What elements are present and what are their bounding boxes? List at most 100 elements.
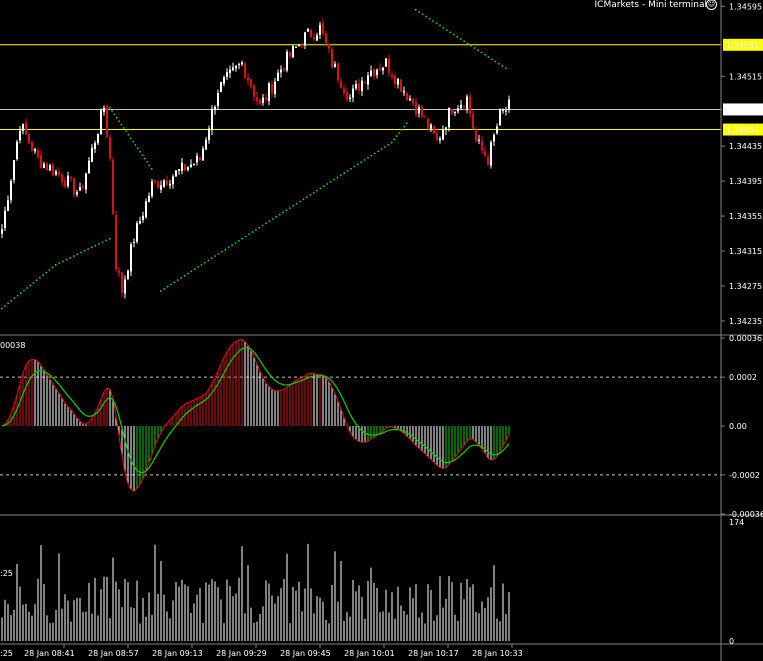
price-pane	[0, 8, 721, 310]
trend-dot	[491, 58, 493, 61]
candle-body	[499, 109, 501, 126]
candle-body	[154, 180, 156, 182]
candle-body	[355, 83, 357, 89]
candle-body	[361, 80, 363, 91]
candle-body	[94, 143, 96, 149]
trend-dot	[333, 178, 335, 181]
candle-body	[274, 81, 276, 95]
candle-body	[397, 78, 399, 85]
trend-dot	[180, 277, 182, 279]
candle-body	[112, 160, 114, 215]
trend-dot	[494, 60, 497, 63]
trend-dot	[35, 279, 38, 282]
candle-body	[403, 90, 405, 93]
time-tick-label: 28 Jan 10:01	[344, 649, 395, 658]
candle-body	[466, 96, 468, 109]
candle-body	[193, 163, 195, 165]
candle-body	[220, 81, 222, 92]
candle-body	[277, 72, 279, 81]
volume-tick-label: 174	[729, 518, 744, 527]
candle-body	[412, 98, 414, 104]
candle-body	[142, 215, 144, 220]
trend-dot	[391, 141, 393, 144]
candle-body	[262, 97, 264, 103]
level-price-label: 1.34551	[726, 41, 759, 50]
candle-body	[175, 170, 177, 177]
candle-body	[103, 107, 105, 112]
candle-body	[439, 138, 441, 141]
candle-body	[85, 173, 87, 190]
trend-dot	[141, 154, 144, 156]
trend-dot	[45, 271, 47, 274]
trend-dot	[299, 200, 301, 203]
candle-body	[289, 52, 291, 57]
candle-body	[421, 106, 423, 117]
candle-body	[91, 147, 93, 162]
candle-body	[223, 77, 225, 84]
candle-body	[280, 69, 282, 73]
candle-body	[283, 67, 285, 70]
candle-body	[19, 130, 21, 141]
trend-dot	[501, 65, 504, 67]
candle-body	[265, 97, 267, 100]
candle-body	[259, 99, 261, 104]
volume-tick-label: 0	[729, 637, 734, 646]
price-tick-label: 1.34395	[729, 177, 762, 186]
trend-dot	[20, 292, 22, 294]
trend-dot	[406, 122, 408, 125]
trend-dot	[329, 181, 332, 183]
candle-body	[121, 272, 123, 293]
volume-pane	[1, 543, 510, 641]
candle-body	[253, 85, 255, 97]
trend-dot	[120, 123, 123, 126]
candle-body	[502, 109, 504, 111]
trend-dot	[268, 220, 271, 222]
candle-body	[250, 79, 252, 88]
candle-body	[13, 160, 15, 181]
candle-body	[451, 108, 453, 114]
trend-dot	[336, 176, 339, 179]
trend-dot	[384, 146, 386, 148]
candle-body	[145, 201, 147, 217]
macd-main-line	[1, 338, 510, 492]
trend-dot	[221, 251, 223, 253]
candle-body	[211, 108, 213, 131]
trend-dot	[442, 27, 445, 29]
trend-dot	[73, 255, 75, 257]
price-tick-label: 1.34235	[729, 317, 762, 326]
trend-dot	[323, 185, 325, 187]
candle-body	[460, 104, 462, 109]
trend-dot	[39, 276, 41, 279]
candle-body	[364, 82, 366, 84]
trend-dot	[160, 290, 162, 292]
trend-dot	[387, 143, 390, 146]
trend-dot	[248, 233, 250, 236]
candle-body	[319, 24, 321, 35]
candle-body	[346, 91, 348, 100]
candle-body	[349, 97, 351, 99]
trend-dot	[109, 106, 111, 109]
trend-dot	[306, 196, 308, 198]
candle-body	[463, 106, 465, 108]
trend-dot	[76, 253, 79, 256]
trend-dot	[62, 260, 64, 263]
trend-dot	[193, 268, 196, 270]
trend-dot	[137, 147, 139, 150]
trend-dot	[275, 216, 277, 218]
candle-body	[124, 279, 126, 294]
candle-body	[490, 142, 492, 166]
candle-body	[334, 63, 336, 68]
trend-dot	[224, 248, 227, 251]
candle-body	[97, 133, 99, 143]
trend-dot	[370, 154, 373, 157]
trend-dot	[91, 246, 93, 249]
trend-dot	[295, 202, 298, 205]
trend-dot	[42, 274, 44, 276]
trend-dot	[109, 237, 111, 240]
candle-body	[49, 165, 51, 171]
candle-body	[241, 62, 243, 65]
candle-body	[301, 44, 303, 47]
candle-body	[445, 127, 447, 130]
macd-tick-label: 0.0002	[729, 373, 757, 382]
